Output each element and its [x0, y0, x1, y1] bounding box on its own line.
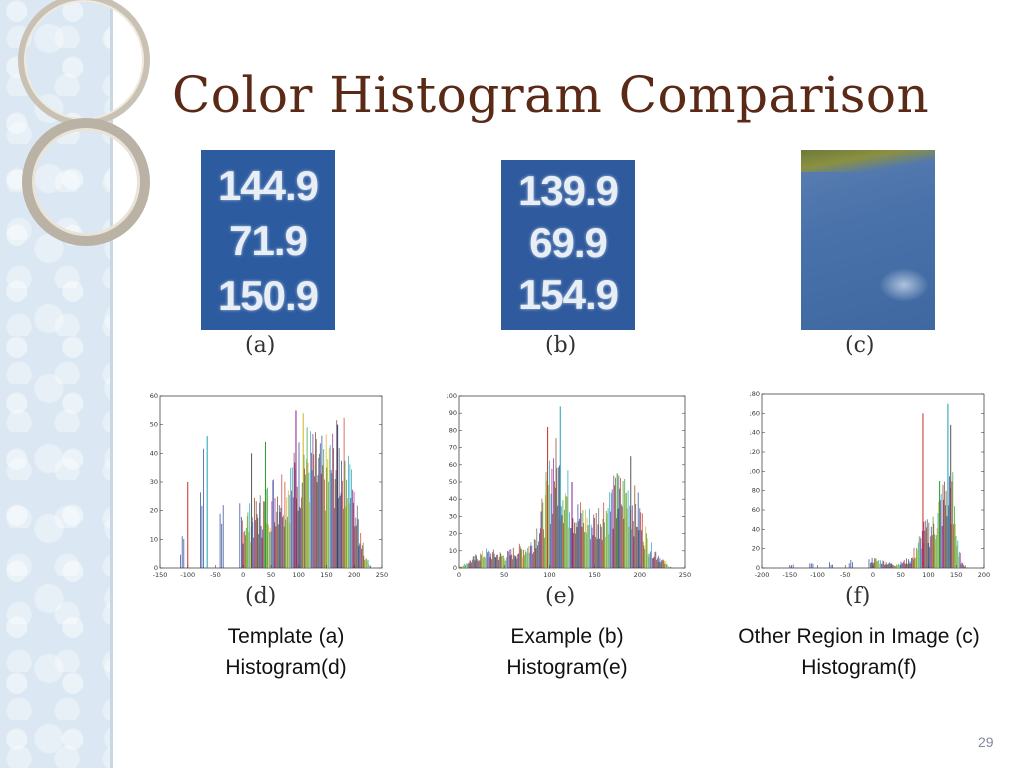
- caption-line: Histogram(d): [225, 656, 347, 679]
- histogram-f: -200 -150 -100 -50 0 50 100 150 200 0 20 40 60 80 100 1…: [750, 390, 990, 579]
- x-tick-label: 50: [267, 571, 275, 579]
- x-tick-label: 150: [588, 571, 600, 579]
- x-tick-label: -100: [810, 571, 825, 579]
- y-tick-label: 60: [449, 461, 457, 469]
- y-tick-label: 20: [752, 545, 760, 553]
- sidebar-edge: [110, 0, 113, 768]
- y-tick-label: 120: [750, 448, 760, 456]
- sign-background-image-c: [801, 150, 935, 330]
- x-tick-label: 200: [348, 571, 360, 579]
- price-sign-image-a: 144.9 71.9 150.9: [201, 150, 335, 330]
- caption-line: Histogram(e): [506, 656, 628, 679]
- price-line: 144.9: [217, 162, 319, 209]
- x-tick-label: 0: [871, 571, 875, 579]
- image-label-b: (b): [545, 333, 577, 358]
- x-tick-label: 150: [320, 571, 332, 579]
- image-b-background: [501, 150, 635, 330]
- histogram-d: -150 -100 -50 0 50 100 150 200 250 0 10 20 30 40 50 60: [150, 392, 388, 579]
- price-line: 150.9: [217, 272, 319, 319]
- x-tick-label: 50: [500, 571, 508, 579]
- caption-line: Other Region in Image (c): [738, 625, 980, 648]
- image-a-background: [201, 150, 335, 330]
- x-tick-label: -150: [153, 571, 168, 579]
- histogram-e: 0 50 100 150 200 250 0 10 20 30 40 50 60 70 80 90 100: [447, 392, 691, 579]
- y-tick-label: 40: [150, 449, 158, 457]
- y-tick-label: 30: [150, 478, 158, 486]
- x-tick-label: 100: [293, 571, 305, 579]
- y-tick-label: 0: [756, 564, 760, 572]
- price-line: 71.9: [229, 217, 308, 264]
- y-tick-label: 160: [750, 409, 760, 417]
- caption-line: Example (b): [510, 625, 624, 648]
- x-tick-label: 100: [922, 571, 934, 579]
- y-tick-label: 140: [750, 429, 760, 437]
- image-c-background: [801, 150, 935, 330]
- y-tick-label: 180: [750, 390, 760, 398]
- caption-example: Example (b) Histogram(e): [417, 621, 717, 683]
- y-tick-label: 50: [449, 478, 457, 486]
- caption-line: Histogram(f): [801, 656, 917, 679]
- histogram-label-e: (e): [545, 584, 576, 609]
- y-tick-label: 0: [154, 564, 158, 572]
- y-tick-label: 80: [752, 487, 760, 495]
- x-tick-label: -50: [210, 571, 221, 579]
- image-b-top-strip: [501, 150, 635, 160]
- y-tick-label: 0: [453, 564, 457, 572]
- price-sign-image-b: 139.9 69.9 154.9: [501, 150, 635, 330]
- caption-line: Template (a): [227, 625, 345, 648]
- y-tick-label: 30: [449, 512, 457, 520]
- x-tick-label: 0: [457, 571, 461, 579]
- y-tick-label: 100: [447, 392, 457, 400]
- caption-template: Template (a) Histogram(d): [136, 621, 436, 683]
- tree-foliage: [801, 150, 935, 172]
- x-tick-label: 250: [679, 571, 691, 579]
- image-label-a: (a): [245, 333, 276, 358]
- x-tick-label: 0: [241, 571, 245, 579]
- y-tick-label: 80: [449, 426, 457, 434]
- x-tick-label: 200: [978, 571, 990, 579]
- x-tick-label: 50: [897, 571, 905, 579]
- y-tick-label: 10: [449, 547, 457, 555]
- price-line: 154.9: [517, 271, 619, 318]
- x-tick-label: 150: [950, 571, 962, 579]
- y-tick-label: 20: [449, 530, 457, 538]
- x-tick-label: -150: [782, 571, 797, 579]
- x-tick-label: 250: [376, 571, 388, 579]
- x-tick-label: -200: [755, 571, 770, 579]
- caption-other-region: Other Region in Image (c) Histogram(f): [709, 621, 1009, 683]
- histogram-label-d: (d): [245, 584, 277, 609]
- y-tick-label: 40: [449, 495, 457, 503]
- y-tick-label: 90: [449, 409, 457, 417]
- x-tick-label: 200: [634, 571, 646, 579]
- decorative-ring-small: [22, 118, 150, 246]
- y-tick-label: 40: [752, 525, 760, 533]
- slide-title: Color Histogram Comparison: [172, 66, 930, 124]
- y-tick-label: 60: [752, 506, 760, 514]
- y-tick-label: 10: [150, 535, 158, 543]
- slide-number: 29: [978, 734, 994, 750]
- histogram-label-f: (f): [845, 584, 871, 609]
- x-tick-label: -50: [840, 571, 851, 579]
- x-tick-label: 100: [543, 571, 555, 579]
- decorative-ring-large: [18, 0, 150, 126]
- image-label-c: (c): [845, 333, 875, 358]
- price-line: 139.9: [517, 167, 619, 214]
- light-glare: [879, 268, 929, 302]
- y-tick-label: 20: [150, 507, 158, 515]
- y-tick-label: 50: [150, 421, 158, 429]
- y-tick-label: 100: [750, 467, 760, 475]
- x-tick-label: -100: [180, 571, 195, 579]
- y-tick-label: 70: [449, 444, 457, 452]
- price-line: 69.9: [529, 219, 608, 266]
- y-tick-label: 60: [150, 392, 158, 400]
